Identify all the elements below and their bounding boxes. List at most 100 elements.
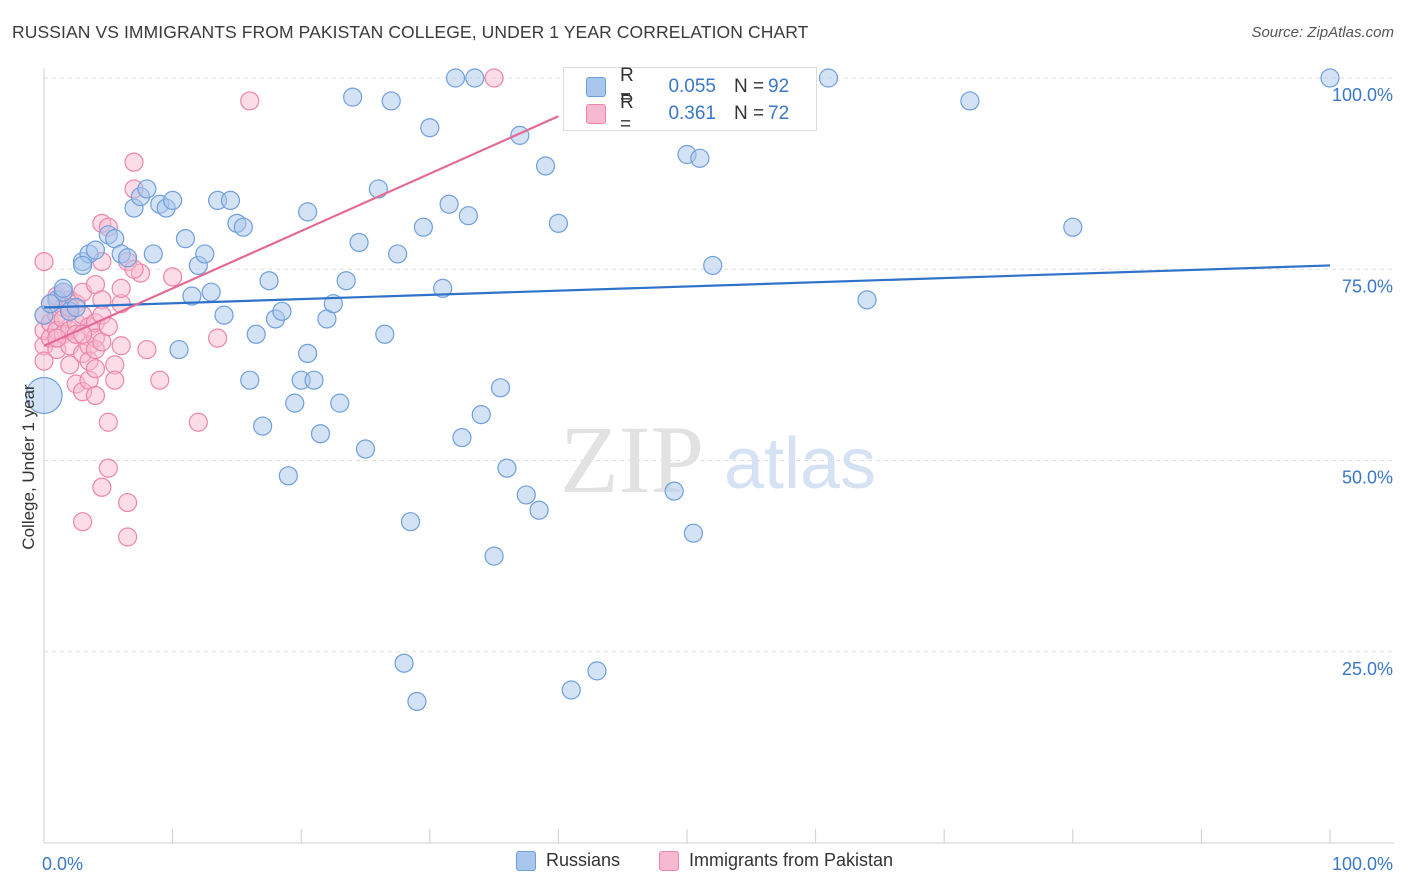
pakistan-point — [105, 370, 125, 390]
legend-swatch-russians — [586, 77, 606, 97]
russians-point — [857, 290, 877, 310]
russians-point — [349, 232, 369, 253]
russians-point — [85, 240, 106, 260]
russians-point — [137, 179, 157, 199]
n-value: 92 — [768, 76, 790, 97]
russians-point — [298, 343, 318, 363]
x-tick-label: 100.0% — [1332, 854, 1393, 874]
pakistan-point — [124, 152, 144, 172]
russians-point — [535, 156, 556, 176]
russians-point — [516, 485, 536, 505]
russians-point — [233, 217, 253, 237]
russians-point — [195, 244, 215, 264]
pakistan-point — [111, 336, 131, 356]
pakistan-point — [85, 385, 106, 406]
trend-lines — [43, 115, 1331, 347]
tick-labels: 25.0% 50.0% 75.0% 100.0% 0.0% 100.0% — [42, 85, 1393, 874]
russians-point — [201, 282, 221, 302]
legend-row-russians: R = 0.055 N = 92 — [586, 65, 808, 108]
pakistan-point — [98, 412, 118, 432]
russians-point — [420, 118, 440, 138]
pakistan-point — [208, 328, 228, 348]
russians-trend-line — [43, 264, 1331, 309]
russians-point — [246, 324, 266, 344]
watermark-zip: ZIP — [560, 406, 704, 513]
russians-point — [458, 206, 478, 226]
russians-point — [690, 148, 710, 168]
r-value: 0.361 — [668, 103, 716, 124]
russians-point — [471, 405, 491, 425]
legend-item-pakistan[interactable]: Immigrants from Pakistan — [659, 850, 893, 871]
russians-point — [272, 301, 292, 321]
russians-point — [529, 500, 549, 520]
y-axis-label: College, Under 1 year — [19, 384, 38, 550]
axes — [43, 68, 1394, 844]
legend-swatch-pakistan — [586, 104, 606, 124]
pakistan-point — [85, 359, 106, 379]
pakistan-point — [240, 91, 260, 111]
russians-point — [490, 378, 511, 398]
russians-point — [25, 376, 63, 415]
russians-point — [1063, 217, 1083, 237]
russians-point — [497, 458, 517, 478]
n-label: N = — [734, 76, 765, 97]
russians-point — [445, 68, 466, 88]
russians-point — [278, 466, 298, 486]
pakistan-point — [60, 355, 80, 375]
pakistan-point — [117, 527, 138, 547]
legend-item-russians[interactable]: Russians — [516, 850, 620, 871]
russians-point — [285, 393, 305, 413]
russians-point — [452, 427, 472, 448]
pakistan-point — [92, 477, 112, 497]
pakistan-trend-line — [43, 115, 559, 347]
russians-point — [548, 213, 569, 233]
russians-point — [240, 370, 260, 390]
pakistan-point — [72, 512, 93, 532]
russians-point — [703, 255, 723, 276]
russians-point — [336, 271, 356, 291]
pakistan-point — [484, 68, 504, 88]
pakistan-point — [98, 458, 118, 478]
russians-point — [407, 691, 427, 712]
russians-point — [310, 424, 331, 444]
russians-point — [1320, 68, 1340, 88]
russians-point — [375, 324, 395, 344]
pakistan-point — [163, 267, 183, 287]
russians-point — [683, 523, 704, 543]
russians-point — [664, 481, 684, 501]
n-value: 72 — [768, 103, 790, 124]
russians-point — [182, 286, 202, 306]
russians-point — [175, 229, 196, 249]
russians-point — [413, 217, 433, 237]
r-value: 0.055 — [668, 76, 716, 97]
pakistan-point — [150, 370, 170, 390]
source-credit: Source: ZipAtlas.com — [1251, 24, 1394, 41]
russians-point — [343, 87, 363, 107]
russians-point — [368, 179, 388, 199]
legend-label-pakistan: Immigrants from Pakistan — [689, 850, 894, 870]
pakistan-point — [117, 492, 138, 513]
russians-point — [117, 248, 138, 268]
russians-point — [330, 393, 350, 413]
pakistan-point — [34, 252, 54, 272]
russians-point — [253, 416, 273, 436]
russians-point — [388, 244, 408, 264]
russians-point — [72, 255, 93, 276]
gridlines — [44, 77, 1394, 653]
chart-title: RUSSIAN VS IMMIGRANTS FROM PAKISTAN COLL… — [12, 22, 809, 42]
r-label: R = — [620, 92, 634, 135]
russians-point — [143, 244, 163, 264]
russians-point — [433, 278, 453, 298]
pakistan-point — [111, 278, 131, 298]
russians-point — [394, 653, 414, 673]
pakistan-point — [188, 412, 208, 432]
russians-point — [484, 546, 504, 566]
russians-point — [163, 190, 183, 210]
russians-point — [381, 91, 401, 111]
legend-label-russians: Russians — [546, 850, 621, 870]
legend-swatch-russians — [516, 850, 536, 871]
r-label: R = — [620, 65, 634, 108]
legend-row-pakistan: R = 0.361 N = 72 — [586, 92, 808, 135]
russians-point — [220, 190, 241, 210]
